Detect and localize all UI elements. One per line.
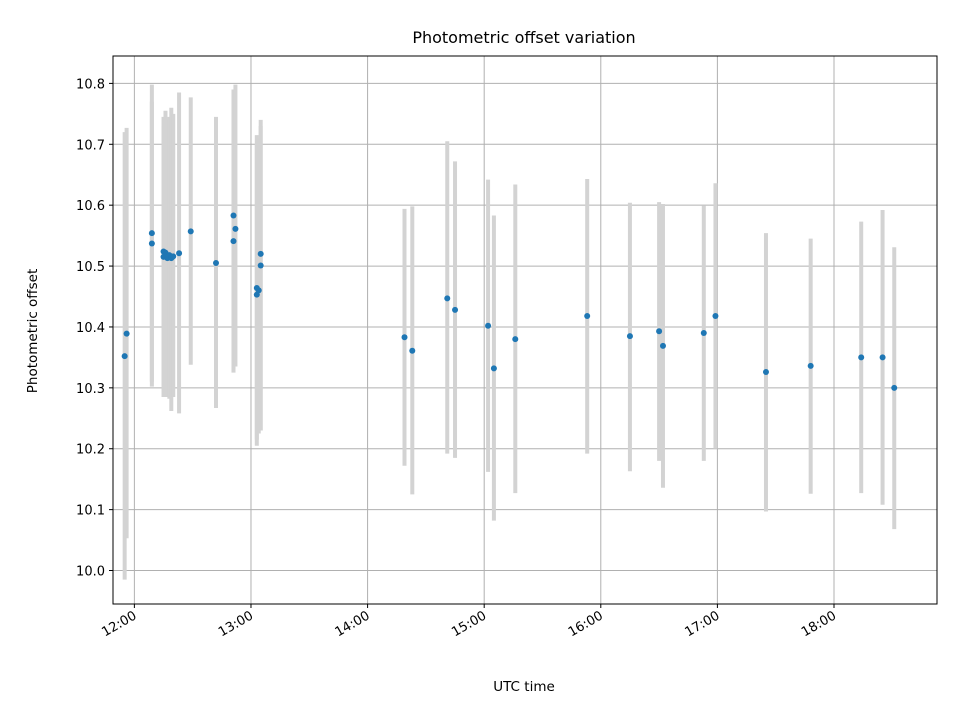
data-point bbox=[700, 330, 707, 337]
y-tick-label: 10.7 bbox=[76, 138, 105, 153]
data-points bbox=[121, 212, 898, 391]
data-point bbox=[170, 253, 177, 260]
y-tick-label: 10.4 bbox=[76, 321, 105, 336]
data-point bbox=[123, 330, 130, 337]
plot-frame bbox=[112, 55, 938, 605]
y-tick-label: 10.6 bbox=[76, 199, 105, 214]
data-point bbox=[401, 334, 408, 341]
data-point bbox=[176, 250, 183, 257]
data-point bbox=[891, 384, 898, 391]
data-point bbox=[232, 225, 239, 232]
data-point bbox=[762, 369, 769, 376]
data-point bbox=[255, 287, 262, 294]
data-point bbox=[257, 262, 264, 269]
data-point bbox=[409, 347, 416, 354]
data-point bbox=[452, 306, 459, 313]
y-axis-label: Photometric offset bbox=[25, 269, 41, 393]
data-point bbox=[213, 260, 219, 267]
data-point bbox=[485, 322, 492, 329]
data-point bbox=[121, 353, 128, 360]
data-point bbox=[187, 228, 194, 235]
data-point bbox=[656, 328, 663, 335]
data-point bbox=[148, 240, 155, 247]
data-point bbox=[512, 336, 519, 343]
data-point bbox=[257, 250, 264, 257]
data-point bbox=[444, 295, 451, 302]
y-tick-label: 10.0 bbox=[76, 565, 105, 580]
y-tick-label: 10.2 bbox=[76, 443, 105, 458]
data-point bbox=[858, 354, 865, 361]
data-point bbox=[712, 312, 719, 319]
data-point bbox=[807, 362, 814, 369]
y-tick-label: 10.8 bbox=[76, 77, 105, 92]
y-tick-label: 10.3 bbox=[76, 382, 105, 397]
data-point bbox=[584, 312, 591, 319]
data-point bbox=[626, 333, 633, 340]
data-point bbox=[490, 365, 497, 372]
data-point bbox=[879, 354, 886, 361]
x-axis-label: UTC time bbox=[493, 679, 555, 695]
data-point bbox=[230, 212, 237, 219]
grid-lines bbox=[113, 56, 937, 604]
y-tick-label: 10.5 bbox=[76, 260, 105, 275]
data-point bbox=[230, 238, 237, 245]
chart-title: Photometric offset variation bbox=[412, 28, 635, 47]
y-tick-label: 10.1 bbox=[76, 504, 105, 519]
data-point bbox=[659, 342, 666, 349]
data-point bbox=[148, 230, 155, 237]
